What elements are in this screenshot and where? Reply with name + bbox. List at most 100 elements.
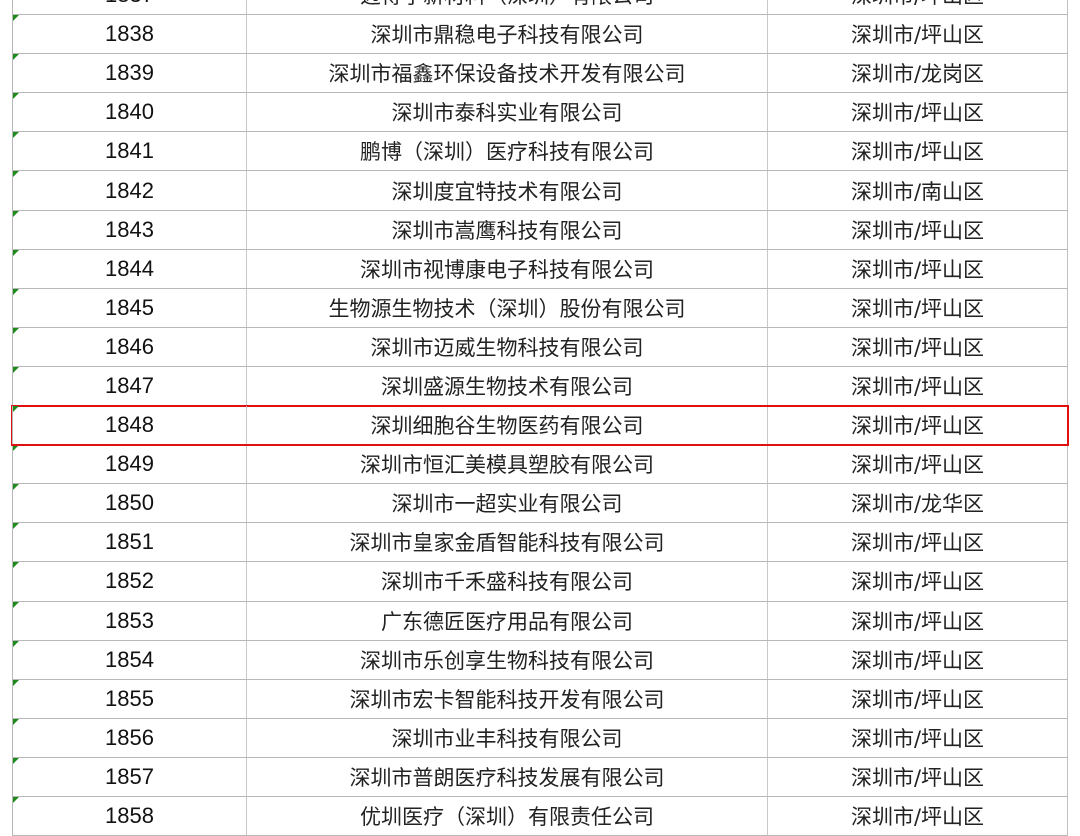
- company-name-text: 深圳细胞谷生物医药有限公司: [370, 414, 644, 439]
- table-row: 1857 深圳市普朗医疗科技发展有限公司 深圳市/坪山区: [12, 757, 1068, 797]
- cell-company-name[interactable]: 生物源生物技术（深圳）股份有限公司: [247, 288, 768, 327]
- cell-number[interactable]: 1844: [12, 249, 247, 288]
- cell-company-name[interactable]: 广东德匠医疗用品有限公司: [247, 601, 768, 640]
- cell-number[interactable]: 1839: [12, 54, 247, 93]
- cell-company-name[interactable]: 深圳市千禾盛科技有限公司: [247, 562, 768, 601]
- cell-number[interactable]: 1838: [12, 15, 247, 54]
- spreadsheet-table: 1837迈得孚新材料（深圳）有限公司深圳市/坪山区1838深圳市鼎稳电子科技有限…: [11, 0, 1069, 836]
- cell-company-name[interactable]: 深圳市视博康电子科技有限公司: [247, 249, 768, 288]
- cell-district[interactable]: 深圳市/坪山区: [768, 757, 1068, 796]
- cell-company-name[interactable]: 深圳市业丰科技有限公司: [247, 718, 768, 757]
- cell-district[interactable]: 深圳市/坪山区: [768, 132, 1068, 171]
- cell-number[interactable]: 1847: [12, 366, 247, 406]
- cell-number[interactable]: 1845: [12, 288, 247, 327]
- cell-number[interactable]: 1852: [12, 562, 247, 601]
- cell-number[interactable]: 1837: [12, 0, 247, 15]
- cell-company-name[interactable]: 深圳市福鑫环保设备技术开发有限公司: [247, 54, 768, 93]
- cell-district[interactable]: 深圳市/坪山区: [768, 0, 1068, 15]
- cell-district[interactable]: 深圳市/坪山区: [768, 210, 1068, 249]
- error-indicator-icon: [13, 210, 19, 217]
- cell-company-name[interactable]: 鹏博（深圳）医疗科技有限公司: [247, 132, 768, 171]
- cell-company-name[interactable]: 深圳市迈威生物科技有限公司: [247, 327, 768, 366]
- number-text: 1841: [105, 138, 154, 164]
- cell-district[interactable]: 深圳市/坪山区: [768, 601, 1068, 640]
- district-text: 深圳市/龙华区: [850, 492, 985, 517]
- cell-number[interactable]: 1850: [12, 484, 247, 523]
- cell-number[interactable]: 1849: [12, 445, 247, 484]
- district-text: 深圳市/坪山区: [850, 453, 985, 478]
- cell-number[interactable]: 1857: [12, 757, 247, 796]
- cell-company-name[interactable]: 优圳医疗（深圳）有限责任公司: [247, 796, 768, 836]
- cell-number[interactable]: 1842: [12, 171, 247, 210]
- cell-number[interactable]: 1851: [12, 523, 247, 562]
- district-text: 深圳市/坪山区: [850, 218, 985, 243]
- company-name-text: 深圳市鼎稳电子科技有限公司: [370, 23, 644, 48]
- district-text: 深圳市/坪山区: [850, 296, 985, 321]
- cell-company-name[interactable]: 深圳市普朗医疗科技发展有限公司: [247, 757, 768, 796]
- cell-company-name[interactable]: 深圳市乐创享生物科技有限公司: [247, 640, 768, 679]
- number-text: 1845: [105, 294, 154, 320]
- cell-company-name[interactable]: 深圳盛源生物技术有限公司: [247, 366, 768, 406]
- cell-district[interactable]: 深圳市/坪山区: [768, 796, 1068, 836]
- cell-district[interactable]: 深圳市/坪山区: [768, 327, 1068, 366]
- cell-district[interactable]: 深圳市/龙华区: [768, 484, 1068, 523]
- cell-company-name[interactable]: 深圳市皇家金盾智能科技有限公司: [247, 523, 768, 562]
- number-text: 1853: [105, 607, 154, 633]
- cell-company-name[interactable]: 深圳市恒汇美模具塑胶有限公司: [247, 445, 768, 484]
- cell-district[interactable]: 深圳市/坪山区: [768, 562, 1068, 601]
- cell-number[interactable]: 1854: [12, 640, 247, 679]
- cell-company-name[interactable]: 深圳市宏卡智能科技开发有限公司: [247, 679, 768, 718]
- error-indicator-icon: [13, 327, 19, 334]
- cell-district[interactable]: 深圳市/南山区: [768, 171, 1068, 210]
- number-text: 1842: [105, 177, 154, 203]
- cell-company-name[interactable]: 深圳细胞谷生物医药有限公司: [247, 406, 768, 445]
- cell-number[interactable]: 1841: [12, 132, 247, 171]
- error-indicator-icon: [13, 15, 19, 22]
- cell-company-name[interactable]: 深圳市一超实业有限公司: [247, 484, 768, 523]
- cell-district[interactable]: 深圳市/坪山区: [768, 523, 1068, 562]
- number-text: 1855: [105, 685, 154, 711]
- company-name-text: 广东德匠医疗用品有限公司: [381, 609, 633, 634]
- table-row: 1843 深圳市嵩鹰科技有限公司 深圳市/坪山区: [12, 210, 1068, 250]
- cell-number[interactable]: 1843: [12, 210, 247, 249]
- company-name-text: 深圳市乐创享生物科技有限公司: [360, 648, 654, 673]
- cell-district[interactable]: 深圳市/坪山区: [768, 288, 1068, 327]
- table-row: 1852 深圳市千禾盛科技有限公司 深圳市/坪山区: [12, 562, 1068, 602]
- error-indicator-icon: [13, 601, 19, 608]
- number-text: 1856: [105, 724, 154, 750]
- cell-district[interactable]: 深圳市/坪山区: [768, 15, 1068, 54]
- cell-district[interactable]: 深圳市/坪山区: [768, 445, 1068, 484]
- number-text: 1854: [105, 646, 154, 672]
- cell-number[interactable]: 1848: [12, 406, 247, 445]
- cell-district[interactable]: 深圳市/坪山区: [768, 679, 1068, 718]
- error-indicator-icon: [13, 93, 19, 100]
- cell-district[interactable]: 深圳市/坪山区: [768, 249, 1068, 288]
- cell-district[interactable]: 深圳市/龙岗区: [768, 54, 1068, 93]
- cell-company-name[interactable]: 深圳度宜特技术有限公司: [247, 171, 768, 210]
- cell-number[interactable]: 1858: [12, 796, 247, 836]
- cell-company-name[interactable]: 迈得孚新材料（深圳）有限公司: [247, 0, 768, 15]
- error-indicator-icon: [13, 562, 19, 569]
- cell-number[interactable]: 1856: [12, 718, 247, 757]
- cell-company-name[interactable]: 深圳市鼎稳电子科技有限公司: [247, 15, 768, 54]
- table-row: 1844 深圳市视博康电子科技有限公司 深圳市/坪山区: [12, 249, 1068, 289]
- cell-number[interactable]: 1846: [12, 327, 247, 366]
- cell-company-name[interactable]: 深圳市泰科实业有限公司: [247, 93, 768, 132]
- district-text: 深圳市/龙岗区: [850, 62, 985, 87]
- district-text: 深圳市/坪山区: [850, 648, 985, 673]
- company-name-text: 深圳市嵩鹰科技有限公司: [391, 218, 623, 243]
- cell-district[interactable]: 深圳市/坪山区: [768, 366, 1068, 406]
- cell-company-name[interactable]: 深圳市嵩鹰科技有限公司: [247, 210, 768, 249]
- cell-district[interactable]: 深圳市/坪山区: [768, 93, 1068, 132]
- cell-number[interactable]: 1855: [12, 679, 247, 718]
- cell-district[interactable]: 深圳市/坪山区: [768, 406, 1068, 445]
- cell-number[interactable]: 1840: [12, 93, 247, 132]
- error-indicator-icon: [13, 249, 19, 256]
- table-row: 1849 深圳市恒汇美模具塑胶有限公司 深圳市/坪山区: [12, 445, 1068, 485]
- company-name-text: 深圳市皇家金盾智能科技有限公司: [349, 531, 665, 556]
- cell-number[interactable]: 1853: [12, 601, 247, 640]
- cell-district[interactable]: 深圳市/坪山区: [768, 640, 1068, 679]
- error-indicator-icon: [13, 171, 19, 178]
- cell-district[interactable]: 深圳市/坪山区: [768, 718, 1068, 757]
- number-text: 1851: [105, 529, 154, 555]
